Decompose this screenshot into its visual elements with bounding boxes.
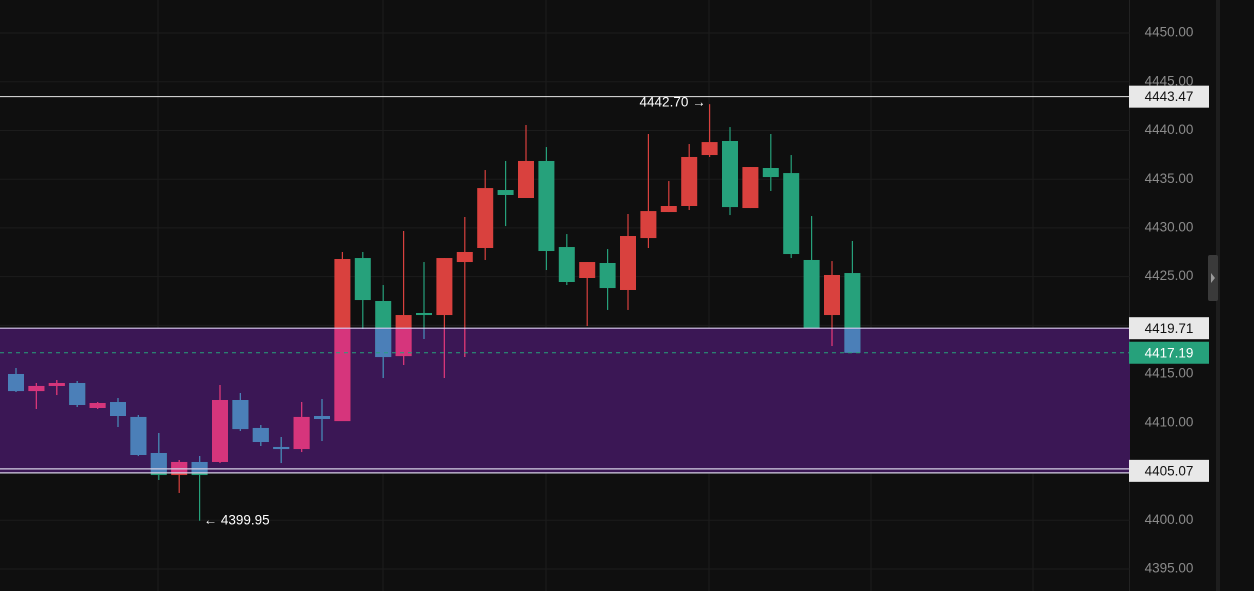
candle-body: [701, 142, 718, 156]
candle-body: [110, 402, 126, 416]
zone-layer: [0, 328, 1130, 473]
candle-body: [8, 373, 24, 392]
candle-body: [89, 403, 106, 408]
y-tick-label: 4450.00: [1145, 25, 1194, 40]
candle-body: [477, 188, 494, 248]
candle-body: [375, 328, 392, 358]
candle-body: [803, 259, 820, 328]
zone-candles: [8, 328, 861, 473]
price-label: 4417.19: [1145, 345, 1194, 360]
y-tick-label: 4440.00: [1145, 122, 1194, 137]
candle-body: [640, 211, 657, 239]
candle-body: [48, 383, 65, 386]
candle-body: [824, 274, 840, 316]
y-tick-label: 4425.00: [1145, 268, 1194, 283]
candle-body: [456, 251, 473, 263]
candle-body: [660, 205, 677, 213]
candle-body: [191, 461, 208, 473]
candle-body: [497, 190, 514, 195]
price-label-box: [1129, 459, 1209, 482]
zone-fill: [0, 328, 1130, 473]
candle-body: [722, 141, 738, 208]
low-annotation: ← 4399.95: [204, 512, 270, 527]
candle-body: [273, 446, 290, 450]
y-tick-label: 4445.00: [1145, 73, 1194, 88]
price-labels: 4419.71 4405.07 4443.47 4417.19 4442.70 → ← 4…: [204, 85, 1209, 527]
candle-body: [150, 453, 167, 473]
price-label-box: [1129, 85, 1209, 108]
price-label-box: [1129, 317, 1209, 340]
price-label: 4405.07: [1145, 463, 1194, 478]
price-label: 4443.47: [1145, 89, 1194, 104]
candle-body: [395, 328, 412, 357]
candle-body: [212, 400, 228, 462]
candle-body: [783, 173, 800, 255]
candle-body: [620, 236, 636, 290]
scroll-arrow: [1211, 273, 1215, 283]
candle-body: [293, 416, 310, 450]
price-label: 4419.71: [1145, 321, 1194, 336]
candle-body: [334, 328, 351, 422]
candle-body: [538, 160, 555, 252]
candle-body: [252, 427, 269, 443]
candle-body: [436, 258, 453, 316]
high-annotation: 4442.70 →: [640, 95, 706, 110]
candle-body: [232, 400, 249, 430]
y-tick-label: 4400.00: [1145, 512, 1194, 527]
y-tick-label: 4395.00: [1145, 561, 1194, 576]
candle-body: [28, 385, 45, 392]
y-tick-label: 4410.00: [1145, 414, 1194, 429]
y-tick-label: 4430.00: [1145, 219, 1194, 234]
candle-body: [844, 328, 861, 353]
candle-body: [314, 415, 330, 420]
y-tick-label: 4415.00: [1145, 366, 1194, 381]
candle-body: [558, 247, 575, 283]
candle-body: [599, 263, 616, 289]
candle-body: [171, 461, 188, 473]
price-lines: [0, 96, 1130, 474]
candle-body: [579, 262, 596, 279]
candle-body: [354, 258, 371, 301]
candle-body: [130, 416, 147, 455]
candle-body: [416, 312, 432, 316]
y-tick-label: 4435.00: [1145, 171, 1194, 186]
candle-body: [69, 383, 86, 405]
price-label-box: [1129, 341, 1209, 364]
candle-body: [681, 156, 698, 206]
candle-body: [518, 160, 534, 199]
candle-body: [742, 167, 759, 209]
candle-body: [762, 167, 779, 178]
vertical-grid: [157, 0, 1034, 591]
